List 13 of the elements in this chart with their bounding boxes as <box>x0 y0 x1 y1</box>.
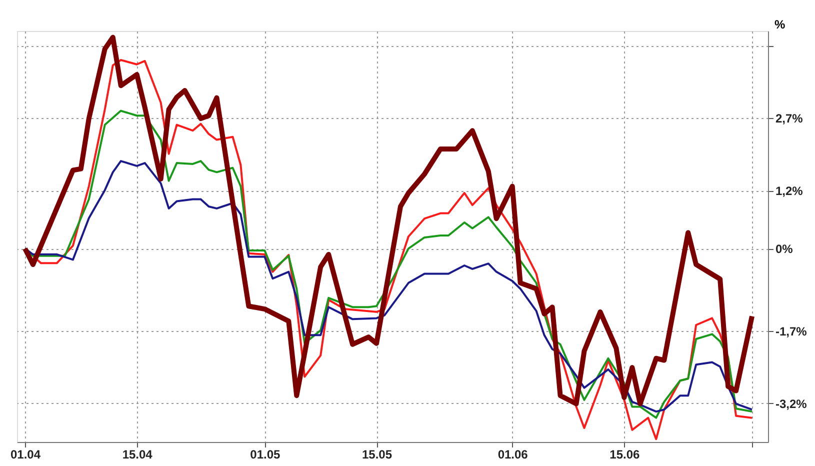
y-tick-label: 2,7% <box>776 112 804 126</box>
y-tick-label: 1,2% <box>776 184 804 198</box>
y-axis-title: % <box>774 18 786 32</box>
y-tick-label: -3,2% <box>776 396 808 411</box>
x-tick-label: 01.06 <box>498 448 528 462</box>
line-series <box>24 160 754 413</box>
x-tick-label: 01.05 <box>250 448 281 462</box>
x-tick-label: 15.04 <box>122 448 153 462</box>
y-tick-label: 0% <box>776 242 794 256</box>
x-tick-label: 15.05 <box>362 448 392 462</box>
x-tick-label: 15.06 <box>610 448 640 462</box>
y-tick-label: -1,7% <box>776 324 808 338</box>
x-tick-label: 01.04 <box>10 448 41 462</box>
